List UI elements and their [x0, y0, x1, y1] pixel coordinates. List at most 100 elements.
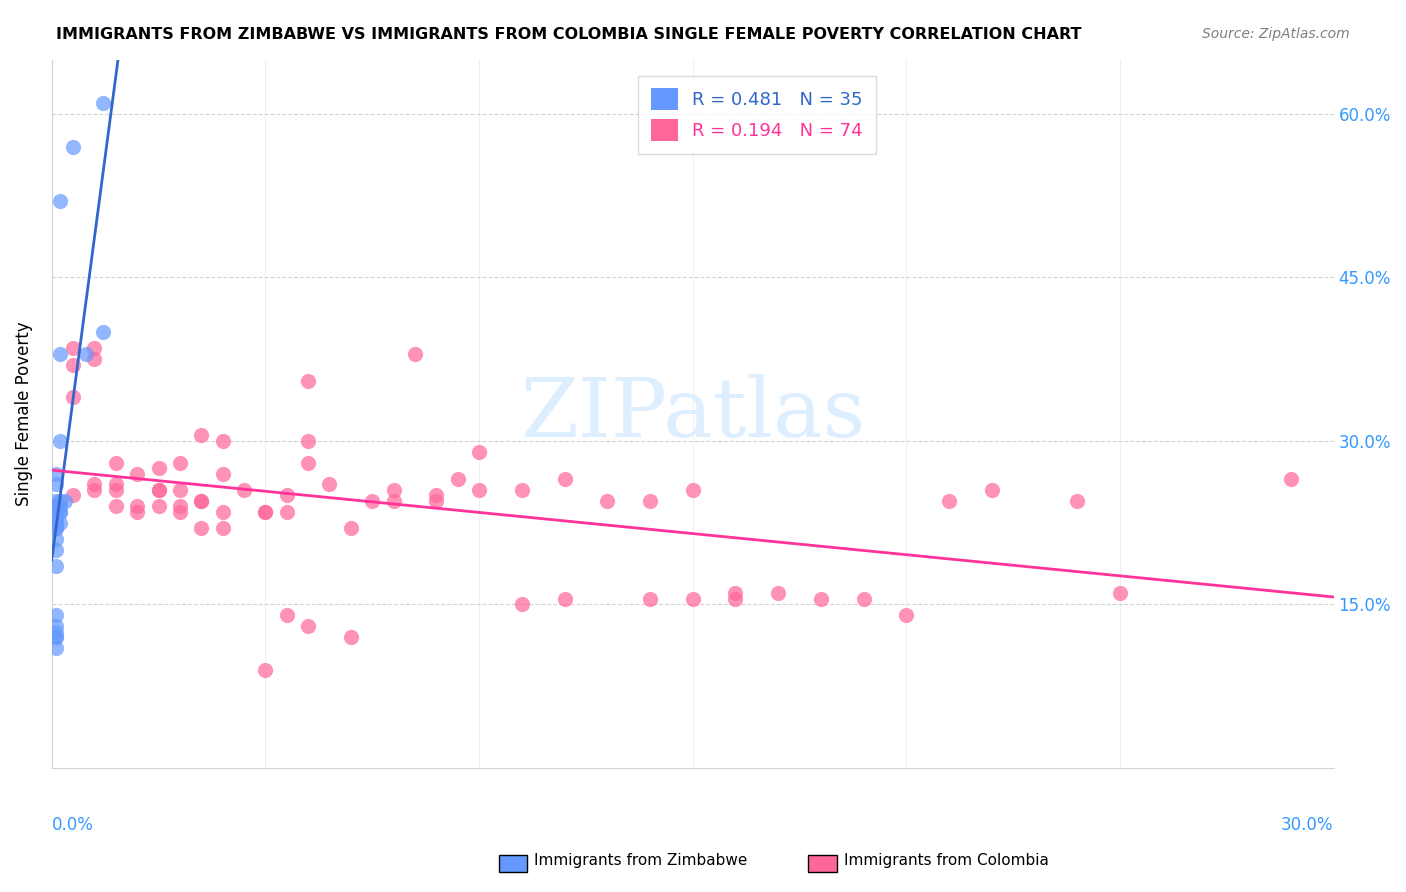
Point — [45, 521, 67, 535]
Point — [254, 505, 277, 519]
Point — [190, 493, 212, 508]
Point — [169, 505, 191, 519]
Point — [211, 467, 233, 481]
Point — [233, 483, 256, 497]
Point — [45, 619, 67, 633]
Point — [276, 488, 298, 502]
Y-axis label: Single Female Poverty: Single Female Poverty — [15, 321, 32, 506]
Point — [45, 630, 67, 644]
Point — [45, 521, 67, 535]
Point — [169, 456, 191, 470]
Text: 0.0%: 0.0% — [52, 816, 94, 834]
Point — [49, 434, 72, 448]
Point — [45, 505, 67, 519]
Point — [45, 624, 67, 639]
Text: Source: ZipAtlas.com: Source: ZipAtlas.com — [1202, 27, 1350, 41]
Point — [211, 505, 233, 519]
Point — [425, 488, 447, 502]
Point — [127, 505, 149, 519]
Point — [45, 516, 67, 530]
Point — [447, 472, 470, 486]
Point — [148, 500, 170, 514]
Point — [468, 483, 491, 497]
Point — [638, 493, 661, 508]
Point — [83, 341, 105, 355]
Point — [211, 521, 233, 535]
Point — [75, 347, 97, 361]
Point — [104, 483, 127, 497]
Point — [297, 374, 319, 388]
Point — [682, 483, 704, 497]
Point — [190, 521, 212, 535]
Legend: R = 0.481   N = 35, R = 0.194   N = 74: R = 0.481 N = 35, R = 0.194 N = 74 — [638, 76, 876, 154]
Point — [553, 591, 575, 606]
Point — [45, 493, 67, 508]
Point — [190, 493, 212, 508]
Point — [45, 532, 67, 546]
Point — [1279, 472, 1302, 486]
Point — [425, 493, 447, 508]
Point — [83, 483, 105, 497]
Point — [468, 444, 491, 458]
Point — [45, 516, 67, 530]
Point — [45, 519, 67, 533]
Point — [382, 483, 405, 497]
Text: ZIPatlas: ZIPatlas — [520, 374, 865, 454]
Point — [361, 493, 384, 508]
Point — [382, 493, 405, 508]
Point — [127, 467, 149, 481]
Point — [724, 591, 747, 606]
Point — [596, 493, 619, 508]
Point — [45, 516, 67, 530]
Point — [45, 608, 67, 623]
Point — [682, 591, 704, 606]
Point — [83, 352, 105, 367]
Point — [148, 483, 170, 497]
Text: Immigrants from Zimbabwe: Immigrants from Zimbabwe — [534, 854, 748, 868]
Text: 30.0%: 30.0% — [1281, 816, 1334, 834]
Point — [404, 347, 426, 361]
Point — [318, 477, 340, 491]
Point — [169, 500, 191, 514]
Point — [510, 597, 533, 611]
Point — [45, 630, 67, 644]
Point — [254, 663, 277, 677]
Point — [83, 477, 105, 491]
Point — [766, 586, 789, 600]
Point — [45, 467, 67, 481]
Point — [45, 477, 67, 491]
Point — [49, 505, 72, 519]
Point — [45, 500, 67, 514]
Point — [49, 505, 72, 519]
Point — [340, 630, 363, 644]
Point — [91, 325, 114, 339]
Point — [852, 591, 875, 606]
Point — [938, 493, 960, 508]
Point — [53, 493, 76, 508]
Point — [104, 500, 127, 514]
Point — [190, 428, 212, 442]
Point — [810, 591, 832, 606]
Point — [1109, 586, 1132, 600]
Point — [49, 493, 72, 508]
Point — [211, 434, 233, 448]
Point — [104, 477, 127, 491]
Point — [45, 500, 67, 514]
Point — [45, 559, 67, 574]
Point — [169, 483, 191, 497]
Point — [49, 516, 72, 530]
Point — [62, 358, 84, 372]
Point — [553, 472, 575, 486]
Point — [62, 140, 84, 154]
Point — [896, 608, 918, 623]
Point — [45, 542, 67, 557]
Point — [297, 434, 319, 448]
Point — [127, 500, 149, 514]
Point — [276, 608, 298, 623]
Point — [91, 96, 114, 111]
Point — [724, 586, 747, 600]
Point — [340, 521, 363, 535]
Point — [148, 483, 170, 497]
Point — [148, 461, 170, 475]
Point — [62, 488, 84, 502]
